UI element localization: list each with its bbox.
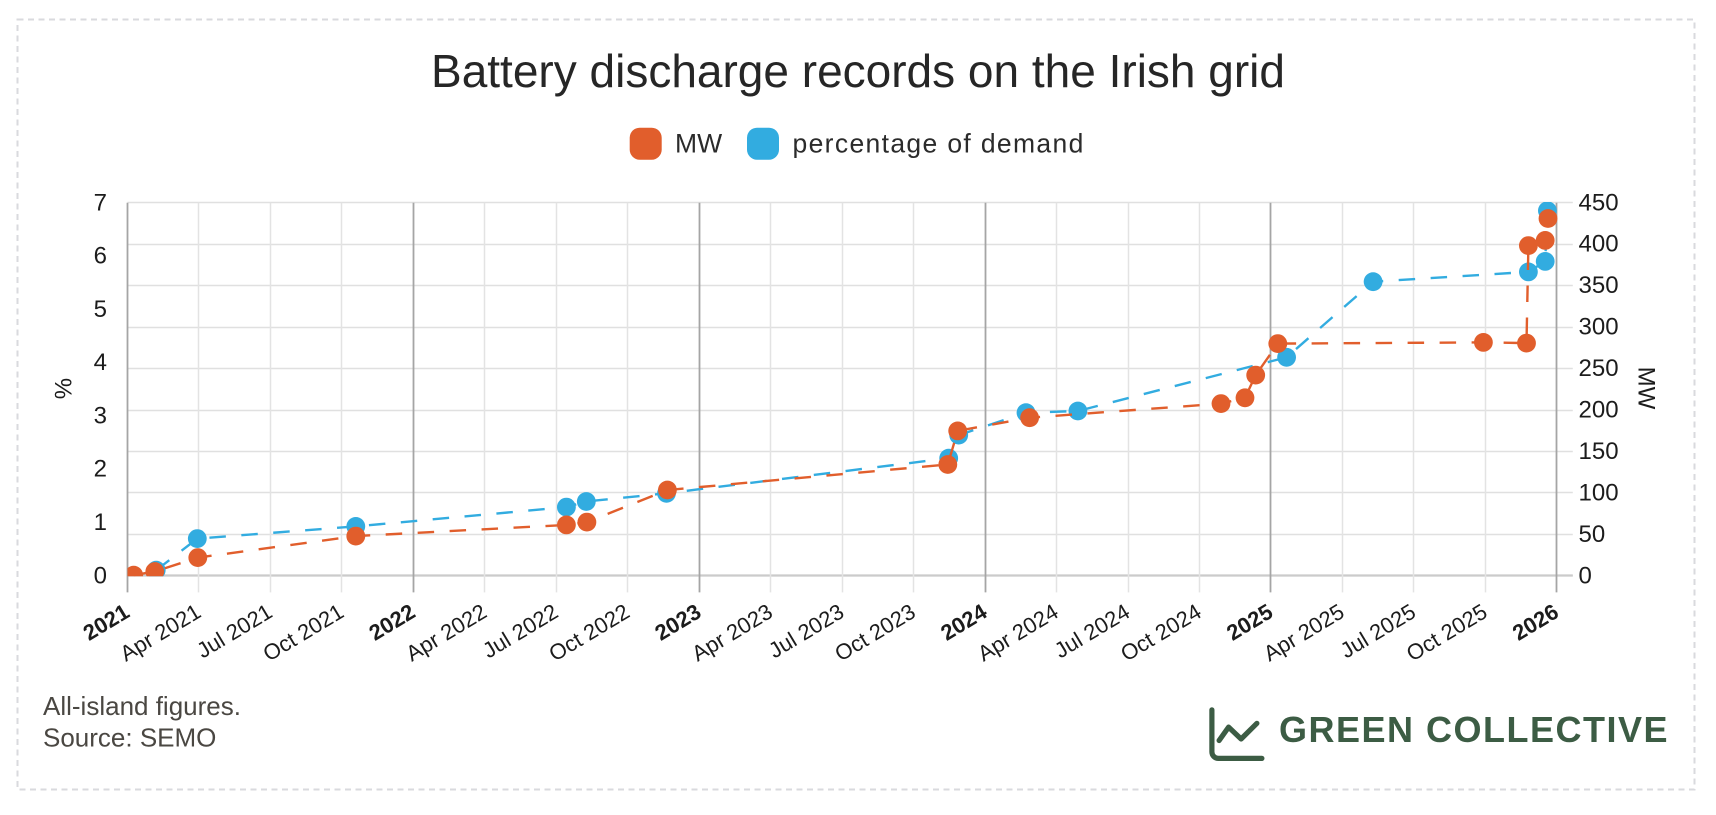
- svg-text:150: 150: [1579, 438, 1619, 465]
- svg-text:4: 4: [94, 349, 107, 376]
- svg-text:Battery discharge records on t: Battery discharge records on the Irish g…: [431, 45, 1285, 97]
- svg-text:350: 350: [1579, 272, 1619, 299]
- svg-text:Source: SEMO: Source: SEMO: [43, 723, 216, 753]
- svg-text:200: 200: [1579, 397, 1619, 424]
- svg-text:Apr 2022: Apr 2022: [401, 599, 490, 666]
- svg-text:Oct 2024: Oct 2024: [1116, 599, 1205, 666]
- svg-text:1: 1: [94, 509, 107, 536]
- svg-text:Oct 2022: Oct 2022: [544, 599, 633, 666]
- svg-text:Apr 2023: Apr 2023: [687, 599, 776, 666]
- svg-text:Apr 2021: Apr 2021: [116, 599, 205, 666]
- svg-text:50: 50: [1579, 521, 1606, 548]
- svg-text:3: 3: [94, 402, 107, 429]
- svg-text:300: 300: [1579, 314, 1619, 341]
- svg-text:2026: 2026: [1508, 599, 1563, 646]
- svg-text:0: 0: [94, 562, 107, 589]
- svg-text:Oct 2023: Oct 2023: [830, 599, 919, 666]
- svg-text:0: 0: [1579, 562, 1592, 589]
- svg-text:5: 5: [94, 296, 107, 323]
- svg-text:Apr 2024: Apr 2024: [973, 599, 1062, 666]
- svg-text:450: 450: [1579, 189, 1619, 216]
- svg-text:Oct 2025: Oct 2025: [1402, 599, 1491, 666]
- svg-text:%: %: [51, 378, 78, 399]
- svg-text:6: 6: [94, 243, 107, 270]
- svg-text:Oct 2021: Oct 2021: [259, 599, 348, 666]
- svg-text:GREEN COLLECTIVE: GREEN COLLECTIVE: [1279, 709, 1669, 750]
- svg-text:MW: MW: [675, 128, 722, 158]
- svg-text:400: 400: [1579, 231, 1619, 258]
- svg-text:MW: MW: [1633, 367, 1660, 410]
- svg-text:2: 2: [94, 456, 107, 483]
- svg-text:Apr 2025: Apr 2025: [1259, 599, 1348, 666]
- svg-text:percentage of demand: percentage of demand: [793, 128, 1085, 158]
- svg-text:7: 7: [94, 189, 107, 216]
- svg-text:All-island figures.: All-island figures.: [43, 691, 241, 721]
- svg-text:250: 250: [1579, 355, 1619, 382]
- svg-text:100: 100: [1579, 479, 1619, 506]
